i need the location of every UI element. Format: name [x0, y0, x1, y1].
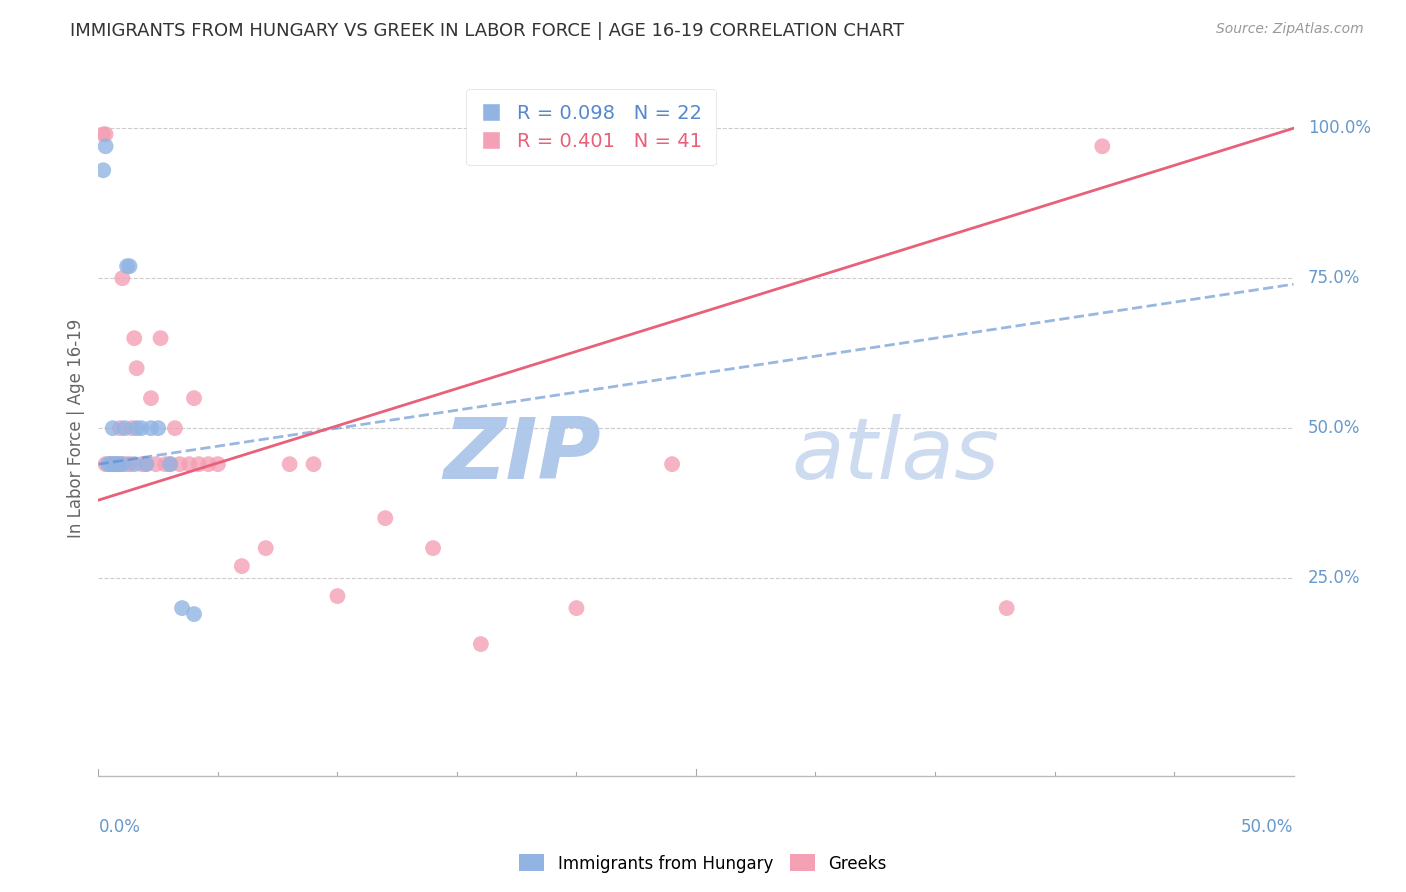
- Point: [470, 637, 492, 651]
- Point: [121, 421, 143, 435]
- Point: [118, 457, 141, 471]
- Text: 100.0%: 100.0%: [1308, 120, 1371, 137]
- Text: Source: ZipAtlas.com: Source: ZipAtlas.com: [1216, 22, 1364, 37]
- Point: [172, 601, 194, 615]
- Point: [135, 457, 157, 471]
- Point: [111, 457, 134, 471]
- Point: [108, 421, 131, 435]
- Point: [124, 457, 146, 471]
- Point: [115, 457, 138, 471]
- Point: [207, 457, 229, 471]
- Point: [131, 457, 153, 471]
- Point: [183, 607, 205, 621]
- Text: atlas: atlas: [792, 415, 1000, 498]
- Point: [995, 601, 1018, 615]
- Text: 25.0%: 25.0%: [1308, 569, 1361, 587]
- Point: [1091, 139, 1114, 153]
- Point: [94, 139, 117, 153]
- Point: [254, 541, 277, 555]
- Point: [114, 421, 136, 435]
- Point: [115, 259, 138, 273]
- Text: 0.0%: 0.0%: [98, 818, 141, 836]
- Point: [125, 421, 148, 435]
- Point: [139, 421, 162, 435]
- Point: [101, 457, 124, 471]
- Point: [94, 457, 117, 471]
- Point: [104, 457, 127, 471]
- Y-axis label: In Labor Force | Age 16-19: In Labor Force | Age 16-19: [66, 318, 84, 538]
- Point: [108, 457, 131, 471]
- Point: [159, 457, 181, 471]
- Point: [278, 457, 301, 471]
- Point: [139, 391, 162, 405]
- Legend: R = 0.098   N = 22, R = 0.401   N = 41: R = 0.098 N = 22, R = 0.401 N = 41: [465, 89, 716, 165]
- Point: [111, 457, 134, 471]
- Point: [197, 457, 219, 471]
- Point: [118, 259, 141, 273]
- Text: 50.0%: 50.0%: [1308, 419, 1360, 437]
- Point: [97, 457, 120, 471]
- Legend: Immigrants from Hungary, Greeks: Immigrants from Hungary, Greeks: [513, 847, 893, 880]
- Text: 50.0%: 50.0%: [1241, 818, 1294, 836]
- Point: [107, 457, 129, 471]
- Point: [179, 457, 201, 471]
- Point: [145, 457, 167, 471]
- Point: [422, 541, 444, 555]
- Point: [125, 361, 148, 376]
- Point: [131, 421, 153, 435]
- Point: [231, 559, 253, 574]
- Point: [326, 589, 349, 603]
- Point: [104, 457, 127, 471]
- Point: [135, 457, 157, 471]
- Point: [101, 457, 124, 471]
- Point: [374, 511, 396, 525]
- Point: [183, 391, 205, 405]
- Point: [98, 457, 122, 471]
- Point: [169, 457, 191, 471]
- Text: 75.0%: 75.0%: [1308, 269, 1360, 287]
- Point: [94, 128, 117, 142]
- Point: [124, 331, 146, 345]
- Point: [107, 457, 129, 471]
- Point: [148, 421, 170, 435]
- Point: [661, 457, 683, 471]
- Point: [565, 601, 588, 615]
- Point: [111, 271, 134, 285]
- Point: [302, 457, 325, 471]
- Point: [163, 421, 186, 435]
- Point: [155, 457, 177, 471]
- Point: [187, 457, 209, 471]
- Text: ZIP: ZIP: [443, 415, 600, 498]
- Point: [149, 331, 172, 345]
- Point: [159, 457, 181, 471]
- Point: [98, 457, 122, 471]
- Point: [91, 128, 114, 142]
- Point: [91, 163, 114, 178]
- Point: [101, 421, 124, 435]
- Text: IMMIGRANTS FROM HUNGARY VS GREEK IN LABOR FORCE | AGE 16-19 CORRELATION CHART: IMMIGRANTS FROM HUNGARY VS GREEK IN LABO…: [70, 22, 904, 40]
